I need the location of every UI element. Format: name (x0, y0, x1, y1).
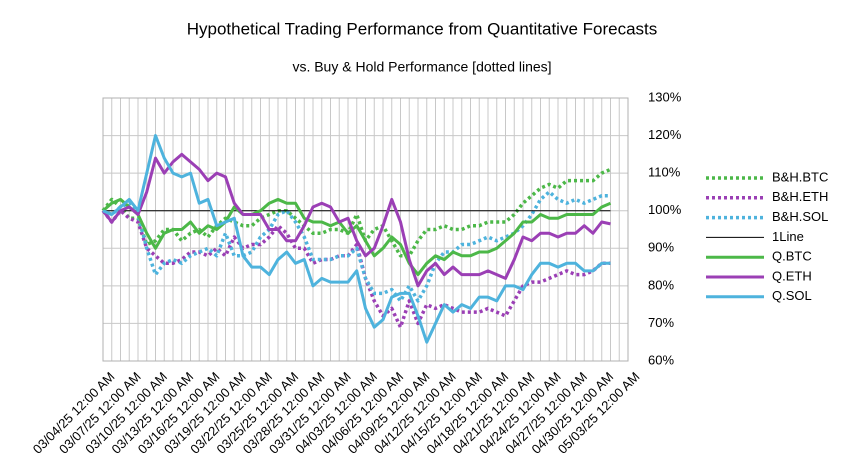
legend-label: B&H.BTC (772, 169, 828, 184)
series-line (101, 152, 611, 288)
y-tick-label: 110% (648, 165, 681, 180)
plot-border (102, 97, 629, 362)
y-tick-label: 70% (648, 315, 674, 330)
series-line (102, 134, 611, 344)
y-tick-label: 130% (648, 89, 682, 104)
legend-label: 1Line (772, 229, 804, 244)
y-tick-label: 90% (648, 240, 674, 255)
legend-label: Q.SOL (772, 288, 812, 303)
series-line (101, 167, 612, 258)
chart-title: Hypothetical Trading Performance from Qu… (187, 19, 658, 38)
y-tick-label: 120% (648, 127, 682, 142)
legend-label: B&H.SOL (772, 209, 828, 224)
y-tick-label: 100% (648, 202, 682, 217)
chart-subtitle: vs. Buy & Hold Performance [dotted lines… (292, 59, 551, 75)
legend-label: B&H.ETH (772, 189, 828, 204)
legend-label: Q.ETH (772, 268, 812, 283)
series-line (101, 208, 611, 329)
series-line (102, 197, 612, 277)
y-tick-label: 60% (648, 352, 674, 367)
legend-label: Q.BTC (772, 249, 812, 264)
y-tick-label: 80% (648, 277, 674, 292)
